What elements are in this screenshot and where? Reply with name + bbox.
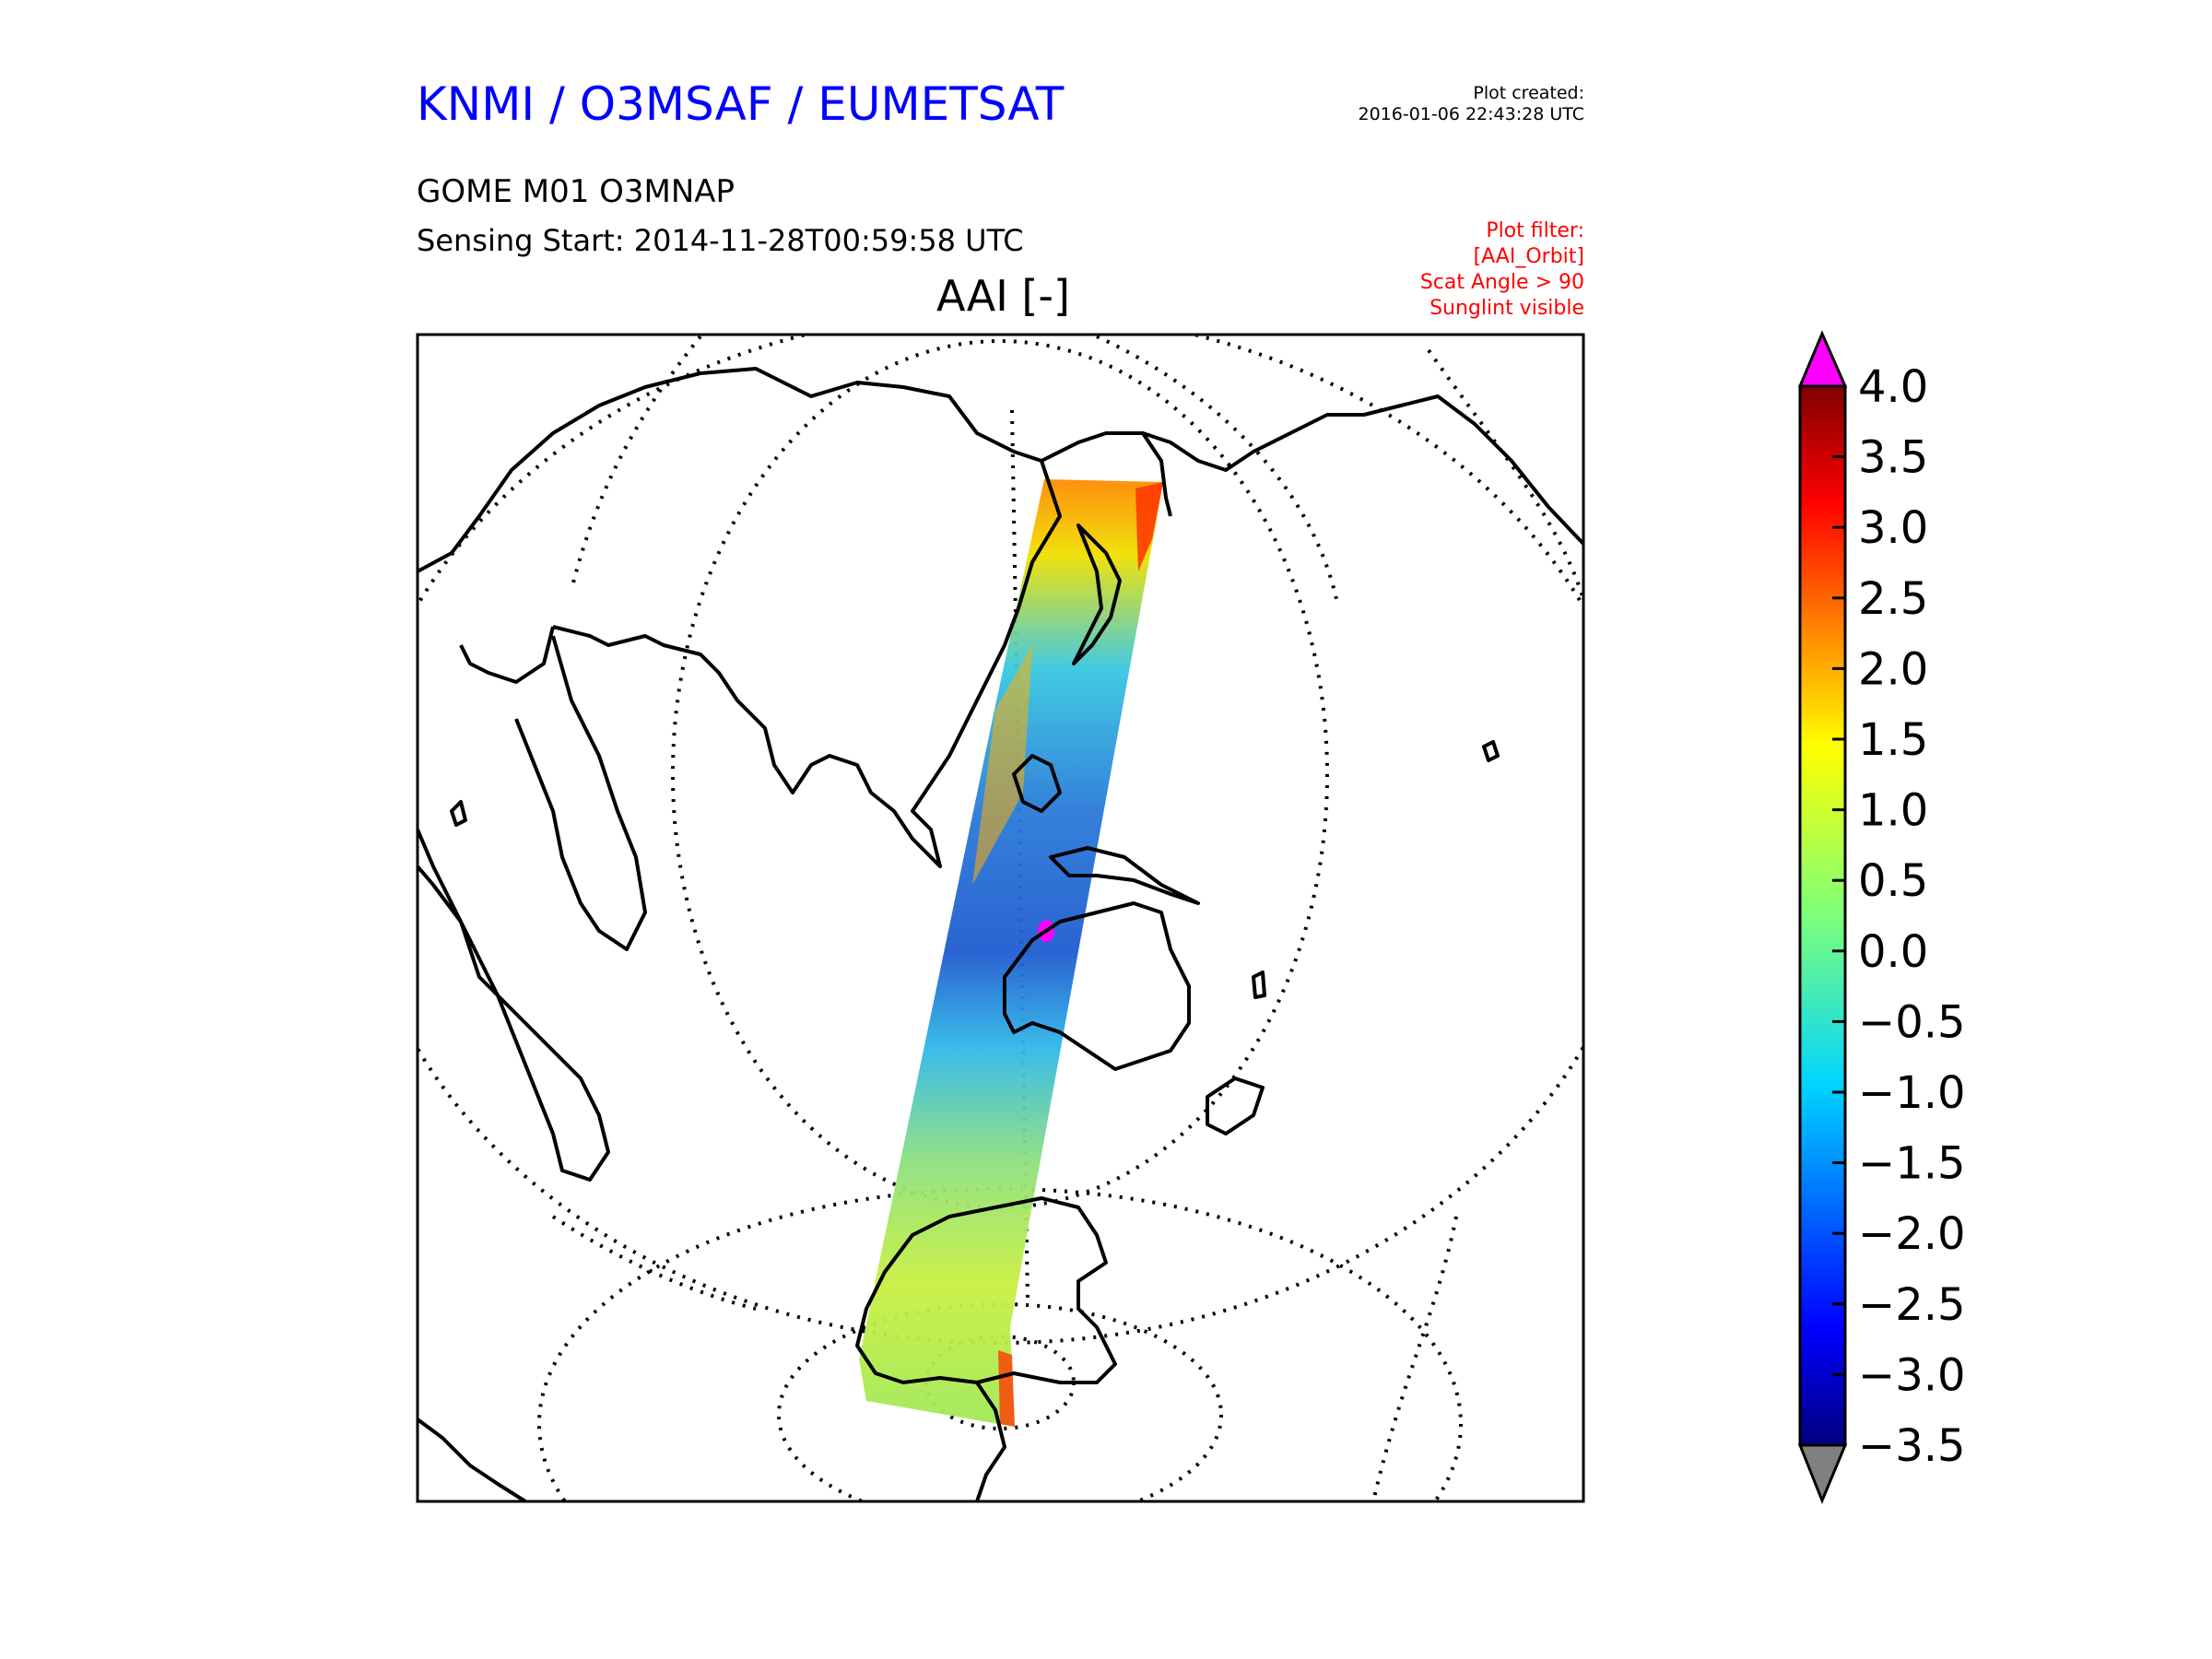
product-name: GOME M01 O3MNAP xyxy=(417,173,735,210)
plot-created-label: Plot created: xyxy=(1473,83,1584,103)
coast-australia xyxy=(1003,901,1191,1071)
colorbar-tick-label: 1.0 xyxy=(1858,785,1928,837)
coast-africa-east xyxy=(514,635,647,951)
colorbar-tick-label: −1.0 xyxy=(1858,1067,1966,1119)
coast-antarctica xyxy=(855,1196,1117,1384)
swath-high-south xyxy=(998,1350,1015,1427)
graticule-polar-circle xyxy=(777,1302,1223,1501)
coast-arabia xyxy=(459,626,555,684)
colorbar-ticks: 4.0 3.5 3.0 2.5 2.0 1.5 1.0 0.5 0.0 −0.5 −1.0 −1.5 −… xyxy=(1832,361,1966,1472)
aai-swath xyxy=(859,479,1163,1427)
plot-filter-label: Plot filter: xyxy=(1486,219,1584,242)
graticule-meridian-d xyxy=(570,335,702,591)
colorbar-under-arrow xyxy=(1797,1443,1848,1504)
coast-borneo xyxy=(1012,754,1062,813)
colorbar-tick-label: 0.5 xyxy=(1858,855,1928,907)
colorbar-tick-label: 3.5 xyxy=(1858,432,1928,484)
colorbar-tick-label: 3.0 xyxy=(1858,502,1928,554)
sensing-start: Sensing Start: 2014-11-28T00:59:58 UTC xyxy=(417,223,1024,258)
coast-kamchatka xyxy=(1141,431,1172,517)
swath-band xyxy=(859,479,1163,1427)
coast-japan xyxy=(1072,524,1122,665)
organization-title: KNMI / O3MSAF / EUMETSAT xyxy=(417,77,1065,131)
plot-created-time: 2016-01-06 22:43:28 UTC xyxy=(1358,104,1585,124)
colorbar-tick-label: −2.5 xyxy=(1858,1279,1966,1331)
colorbar-tick-label: −3.5 xyxy=(1858,1420,1966,1472)
coast-asia-east-south xyxy=(552,460,1062,868)
coast-new-guinea xyxy=(1049,846,1200,905)
coast-island-b xyxy=(1482,740,1500,762)
plot-title: AAI [-] xyxy=(936,271,1070,321)
colorbar-tick-label: −3.0 xyxy=(1858,1349,1966,1401)
colorbar-tick-label: 2.5 xyxy=(1858,573,1928,625)
colorbar-gradient xyxy=(1798,384,1847,1447)
colorbar-tick-label: 2.0 xyxy=(1858,643,1928,695)
colorbar-tick-label: −2.0 xyxy=(1858,1208,1966,1260)
coast-island-a xyxy=(450,800,467,827)
coast-eurasia-north xyxy=(418,367,1583,573)
coast-island-c xyxy=(1252,971,1266,999)
colorbar-tick-label: −0.5 xyxy=(1858,996,1966,1048)
colorbar-tick-label: 0.0 xyxy=(1858,926,1928,978)
plot-filter-scat-angle: Scat Angle > 90 xyxy=(1419,271,1584,294)
coast-new-zealand xyxy=(1206,1077,1265,1135)
colorbar-tick-label: −1.5 xyxy=(1858,1138,1966,1190)
plot-filter-sunglint: Sunglint visible xyxy=(1430,297,1584,320)
coast-south-america-tip xyxy=(975,1381,1006,1501)
plot-filter-orbit: [AAI_Orbit] xyxy=(1473,245,1584,268)
colorbar: 4.0 3.5 3.0 2.5 2.0 1.5 1.0 0.5 0.0 −0.5 −1.0 −1.5 −… xyxy=(1797,330,1966,1504)
colorbar-tick-label: 1.5 xyxy=(1858,714,1928,766)
coast-africa xyxy=(418,829,610,1182)
coastlines xyxy=(418,367,1583,1501)
colorbar-tick-label: 4.0 xyxy=(1858,361,1928,413)
graticule-meridian-c xyxy=(1427,348,1583,600)
coast-southwest-land xyxy=(418,1418,527,1501)
colorbar-over-arrow xyxy=(1797,330,1848,388)
swath-high-north xyxy=(1135,482,1163,571)
swath-high-west xyxy=(972,645,1032,885)
graticule-meridian-f xyxy=(1371,1216,1458,1501)
map-frame xyxy=(416,333,1585,1503)
